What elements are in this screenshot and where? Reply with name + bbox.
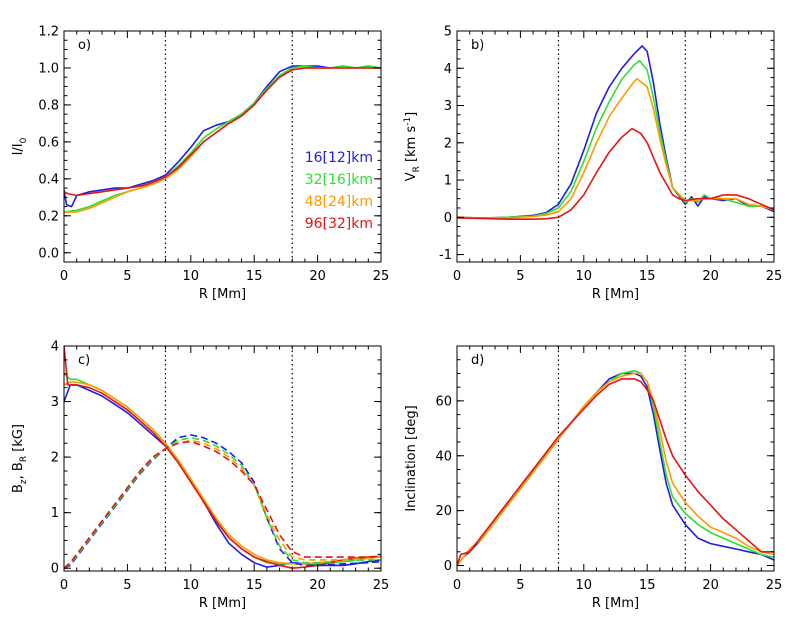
y-tick-label: 0.4 [38, 172, 59, 187]
series-line [64, 381, 381, 565]
series-group [457, 45, 774, 220]
series-line [457, 45, 774, 219]
y-tick-label: 1 [51, 506, 59, 521]
x-tick-label: 10 [576, 578, 593, 593]
panel-3: 0 5 10 15 20 25 0 1 2 3 4 R [Mm] Bz, BR [kG] c) [11, 340, 389, 612]
legend-entry: 96[32]km [305, 216, 373, 232]
series-line [457, 77, 774, 219]
series-line [457, 378, 774, 566]
y-tick-label: 2 [51, 451, 59, 466]
panel-label: b) [471, 38, 484, 53]
panel-label: o) [78, 38, 91, 53]
x-tick-label: 0 [60, 578, 68, 593]
x-axis-label: R [Mm] [199, 596, 246, 611]
plot-frame [63, 345, 382, 572]
x-tick-label: 20 [702, 269, 719, 284]
series-group [457, 369, 774, 566]
legend-entry: 32[16]km [305, 172, 373, 188]
x-tick-label: 5 [516, 269, 524, 284]
x-tick-label: 20 [309, 578, 326, 593]
x-tick-label: 10 [183, 578, 200, 593]
y-tick-label: 0 [444, 559, 452, 574]
y-tick-label: 40 [435, 449, 452, 464]
y-axis-label: VR [km s-1] [403, 112, 422, 182]
x-tick-label: 0 [453, 578, 461, 593]
series-line [64, 346, 381, 569]
series-group [64, 65, 381, 213]
plot-frame [456, 345, 775, 572]
series-line [457, 372, 774, 566]
y-tick-label: 4 [51, 340, 59, 355]
y-tick-label: -1 [439, 248, 452, 263]
x-tick-label: 10 [183, 269, 200, 284]
panel-1: 0 5 10 15 20 25 0.0 0.2 0.4 0.6 0.8 1.0 1.2 R [Mm] I/I… [11, 25, 389, 303]
x-tick-label: 25 [766, 269, 783, 284]
x-tick-label: 15 [246, 578, 263, 593]
y-tick-label: 5 [444, 25, 452, 40]
legend-entry: 16[12]km [305, 150, 373, 166]
x-tick-label: 20 [702, 578, 719, 593]
y-tick-label: 1 [444, 174, 452, 189]
y-tick-label: 0.6 [38, 135, 59, 150]
series-line [64, 439, 381, 569]
x-axis-label: R [Mm] [199, 287, 246, 302]
x-axis-label: R [Mm] [592, 287, 639, 302]
x-tick-label: 15 [246, 269, 263, 284]
series-line [64, 384, 381, 568]
y-tick-label: 3 [51, 395, 59, 410]
series-line [64, 440, 381, 569]
series-line [457, 369, 774, 566]
y-tick-label: 3 [444, 99, 452, 114]
x-tick-label: 5 [123, 578, 131, 593]
y-axis-label: Bz, BR [kG] [11, 424, 29, 493]
y-tick-label: 0.8 [38, 98, 59, 113]
x-tick-label: 25 [373, 269, 390, 284]
series-line [64, 434, 381, 569]
series-group [64, 346, 381, 569]
y-tick-label: 60 [435, 394, 452, 409]
x-tick-label: 15 [639, 269, 656, 284]
y-axis-label: Inclination [deg] [404, 405, 419, 511]
y-tick-label: 4 [444, 62, 452, 77]
x-tick-label: 20 [309, 269, 326, 284]
y-tick-label: 0.0 [38, 246, 59, 261]
y-tick-label: 2 [444, 136, 452, 151]
x-tick-label: 25 [373, 578, 390, 593]
x-tick-label: 5 [516, 578, 524, 593]
series-line [64, 65, 381, 208]
x-tick-label: 0 [453, 269, 461, 284]
y-tick-label: 1.2 [38, 25, 59, 40]
y-tick-label: 0 [444, 211, 452, 226]
panel-4: 0 5 10 15 20 25 0 20 40 60 R [Mm] Inclination [deg]… [404, 345, 783, 611]
legend-entry: 48[24]km [305, 194, 373, 210]
y-tick-label: 0.2 [38, 209, 59, 224]
series-line [64, 436, 381, 569]
x-tick-label: 15 [639, 578, 656, 593]
series-line [64, 67, 381, 197]
x-tick-label: 0 [60, 269, 68, 284]
series-line [457, 127, 774, 220]
y-tick-label: 1.0 [38, 61, 59, 76]
plot-frame [456, 30, 775, 263]
x-tick-label: 5 [123, 269, 131, 284]
x-tick-label: 10 [576, 269, 593, 284]
x-tick-label: 25 [766, 578, 783, 593]
panel-label: c) [78, 353, 90, 368]
series-line [457, 372, 774, 566]
y-tick-label: 0 [51, 562, 59, 577]
y-axis-label: I/I0 [11, 137, 29, 155]
panel-label: d) [471, 353, 484, 368]
y-tick-label: 20 [435, 504, 452, 519]
plot-frame [63, 30, 382, 263]
x-axis-label: R [Mm] [592, 596, 639, 611]
